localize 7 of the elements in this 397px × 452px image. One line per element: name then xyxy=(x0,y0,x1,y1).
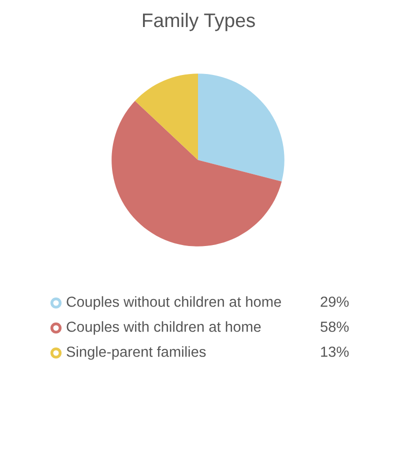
data-label: 58% xyxy=(320,322,349,332)
chart-title: Family Types xyxy=(143,12,255,32)
data-label: 13% xyxy=(321,346,349,357)
data-label: 29% xyxy=(320,296,349,307)
legend-label: Single-parent families xyxy=(66,346,206,360)
legend-label: Couples with children at home xyxy=(66,321,261,335)
legend-label: Couples without children at home xyxy=(66,296,281,310)
